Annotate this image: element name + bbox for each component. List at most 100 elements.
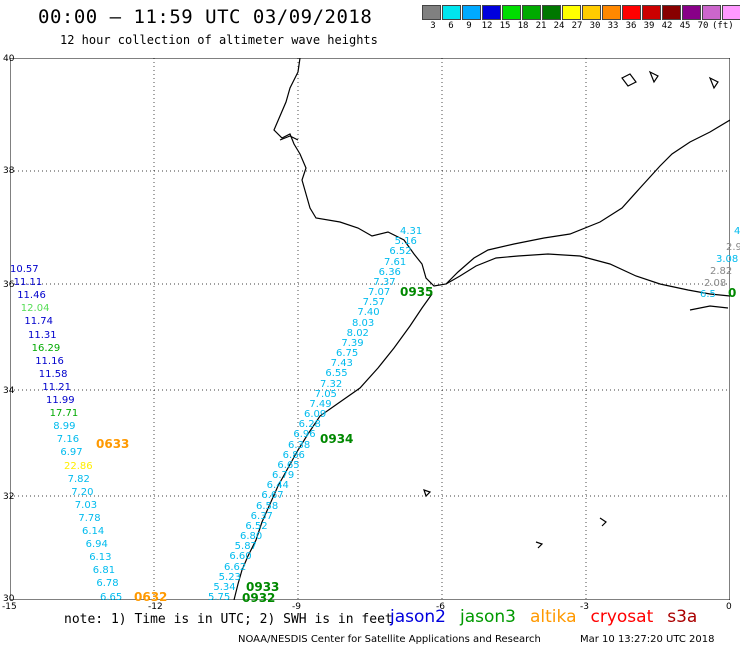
wave-height-obs: 6.09 [304,409,327,420]
timestamp-text: Mar 10 13:27:20 UTC 2018 [580,634,715,645]
scale-swatch [502,5,521,20]
wave-height-obs: 7.03 [74,499,98,511]
wave-height-obs: 7.78 [78,512,101,524]
scale-swatch [482,5,501,20]
wave-height-obs: 5.75 [208,592,231,603]
scale-label: 15 [499,21,511,31]
wave-height-obs: 5.23 [218,571,241,583]
wave-height-obs: 11.58 [38,368,68,380]
wave-height-obs: 6.78 [96,578,119,590]
wave-height-obs: 5.16 [394,236,417,248]
scale-label: 70 [697,21,709,31]
wave-height-obs: 6.62 [224,561,247,573]
scale-label: 39 [643,21,655,31]
wave-height-obs: 5.34 [213,581,236,593]
color-scale-legend [422,5,740,20]
scale-swatch [562,5,581,20]
wave-height-obs: 7.82 [67,473,90,485]
scale-label: 9 [466,21,472,31]
lat-tick-label: 38 [3,166,15,176]
footer-note: note: 1) Time is in UTC; 2) SWH is in fe… [64,612,393,627]
scale-swatch [642,5,661,20]
wave-height-obs: 8.02 [346,327,369,339]
satellite-legend-item: cryosat [590,607,654,627]
scale-swatch [682,5,701,20]
scale-label: 36 [625,21,637,31]
pass-time-jason3-mid: 0934 [320,432,354,446]
lon-tick-label: -3 [580,602,589,612]
scale-swatch [622,5,641,20]
pass-time-jason3-south1: 0933 [246,580,280,594]
wave-height-obs: 6.97 [60,447,83,459]
scale-label: 24 [553,21,565,31]
wave-height-obs: 6.14 [82,526,105,537]
scale-label: 30 [589,21,601,31]
satellite-legend-item: s3a [667,607,698,627]
pass-time-jason3-south2: 0932 [242,591,276,605]
lat-tick-label: 40 [3,54,15,64]
wave-height-obs: 7.16 [56,434,80,446]
wave-height-obs: 6.67 [261,490,284,502]
lon-tick-label: -12 [148,602,163,612]
wave-height-obs: 6.65 [100,591,123,603]
wave-height-obs: 12.04 [20,303,50,315]
satellite-legend: jason2 jason3 altika cryosat s3a [390,607,711,627]
scale-swatch [602,5,621,20]
wave-height-obs: 7.32 [320,378,343,390]
scale-swatch [442,5,461,20]
wave-height-obs: 6.37 [250,510,273,522]
wave-height-obs: 17.71 [49,408,79,420]
wave-height-obs: 6.52 [389,246,412,258]
wave-height-obs: 2.9 [726,242,740,253]
scale-label: 6 [448,21,454,31]
scale-label: 45 [679,21,691,31]
wave-height-obs: 6.52 [245,520,268,532]
wave-height-obs: 6.36 [378,266,401,278]
wave-height-obs: 11.31 [28,329,57,341]
wave-height-obs: 7.57 [362,297,385,309]
pass-time-altika-west: 0633 [96,437,130,451]
scale-swatch [582,5,601,20]
wave-height-obs: 6.44 [266,480,289,492]
lon-tick-label: -15 [2,602,17,612]
lon-tick-label: -9 [292,602,301,612]
wave-height-obs: 6.94 [85,539,108,551]
scale-label: 3 [430,21,436,31]
wave-height-obs: 6.75 [336,348,359,359]
wave-height-obs: 11.74 [24,316,54,328]
wave-height-obs: 2.08 [704,278,727,289]
coastline [233,58,730,600]
scale-swatch [542,5,561,20]
wave-height-obs: 6.55 [325,368,348,380]
wave-height-obs: 6.60 [229,551,252,563]
credit-text: NOAA/NESDIS Center for Satellite Applica… [238,634,541,645]
scale-label: 42 [661,21,673,31]
wave-height-obs: 8.99 [53,421,76,433]
wave-height-obs: 6.5 [700,289,716,300]
wave-height-obs: 6.79 [272,470,295,481]
wave-height-obs: 8.03 [352,317,375,329]
wave-height-obs: 6.96 [293,429,316,441]
wave-height-obs: 5.87 [234,541,257,553]
wave-height-obs: 6.13 [89,552,112,564]
wave-height-obs: 7.37 [373,276,396,288]
wave-height-obs: 16.29 [31,342,61,354]
wave-height-obs: 22.86 [64,460,93,472]
wave-height-obs: 7.20 [71,486,94,498]
wave-height-obs: 7.49 [309,398,332,410]
scale-swatch [522,5,541,20]
scale-label: 27 [571,21,583,31]
wave-height-obs: 6.28 [298,419,321,431]
scale-swatch [702,5,721,20]
pass-time-altika-south: 0632 [134,590,168,604]
page-subtitle: 12 hour collection of altimeter wave hei… [60,33,378,47]
page-title: 00:00 – 11:59 UTC 03/09/2018 [38,6,373,28]
scale-label: 18 [517,21,529,31]
wave-height-obs: 6.58 [256,500,279,512]
wave-height-obs: 6.86 [282,449,305,461]
wave-height-obs: 2.82 [710,266,733,277]
map-grid [10,58,730,600]
pass-time-jason3-north: 0935 [400,285,434,299]
wave-height-obs: 6.80 [240,531,263,542]
scale-swatch [722,5,740,20]
